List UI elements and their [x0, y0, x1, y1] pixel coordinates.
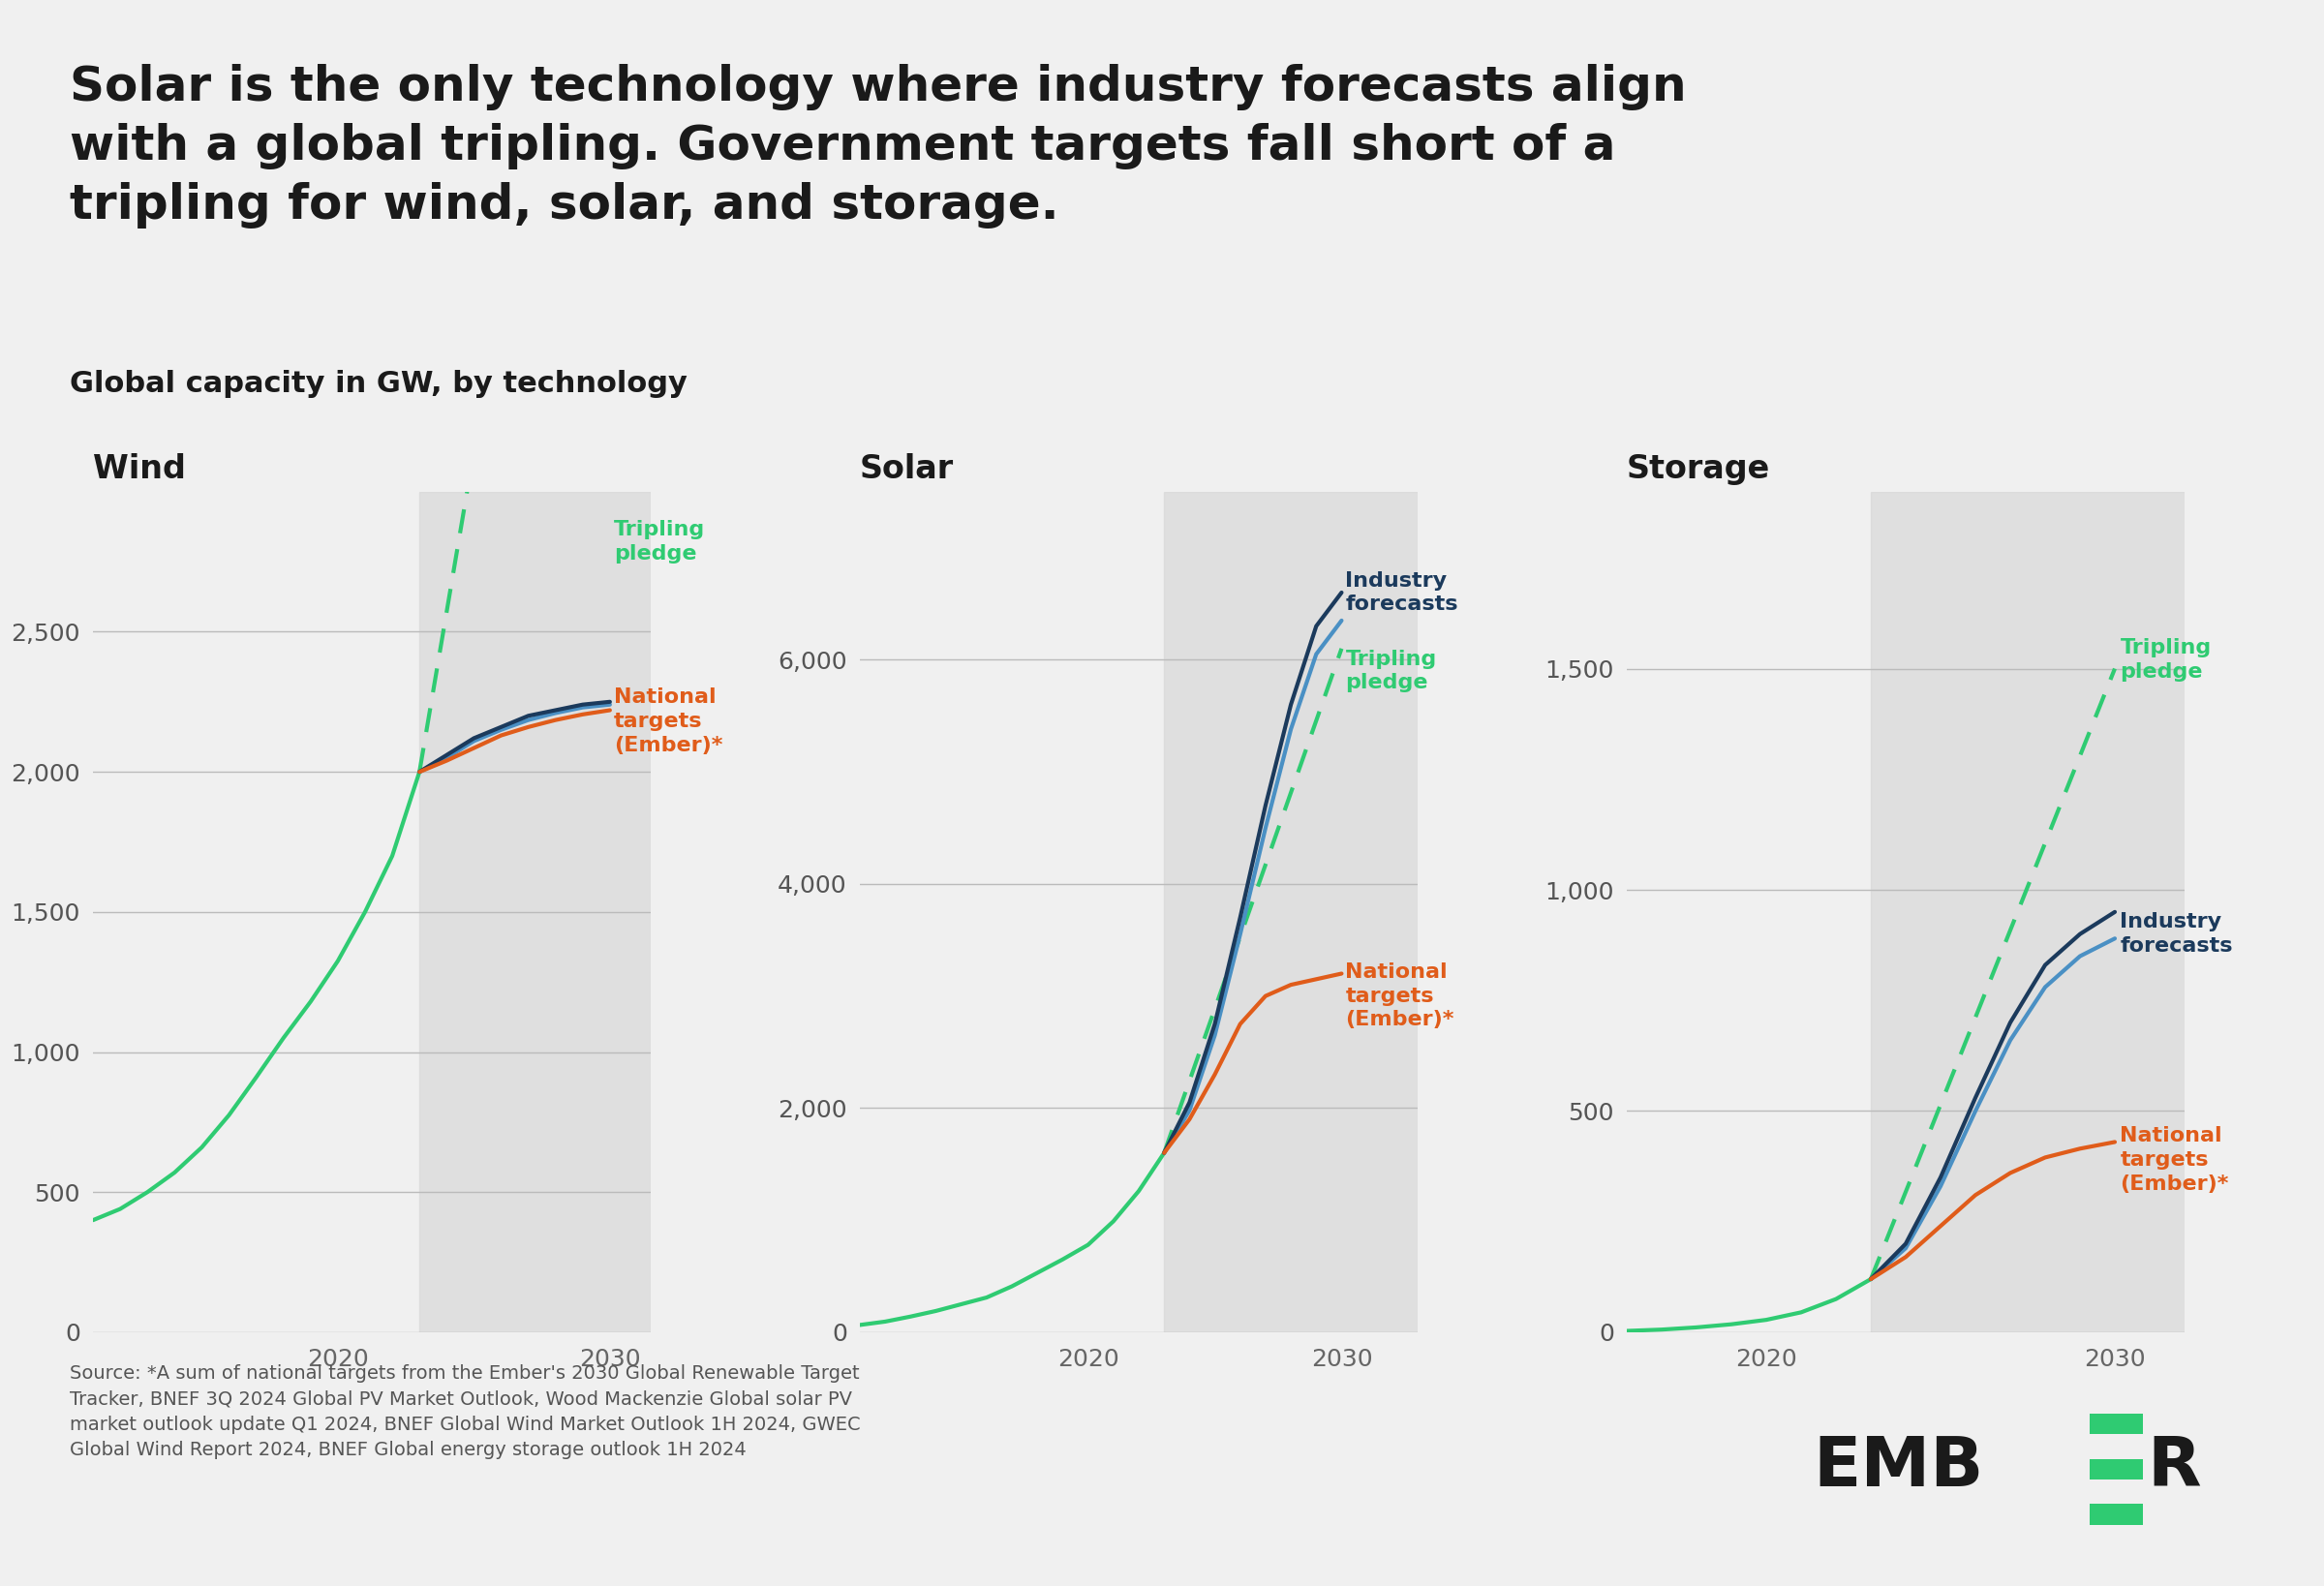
Text: R: R [2147, 1434, 2201, 1500]
Bar [1164, 492, 1418, 1332]
Text: National
targets
(Ember)*: National targets (Ember)* [2119, 1126, 2229, 1193]
Bar [418, 492, 651, 1332]
Text: Industry
forecasts: Industry forecasts [1346, 571, 1457, 614]
Text: National
targets
(Ember)*: National targets (Ember)* [1346, 963, 1455, 1029]
Text: Solar is the only technology where industry forecasts align
with a global tripli: Solar is the only technology where indus… [70, 63, 1687, 228]
Text: Solar: Solar [860, 454, 953, 485]
Text: National
targets
(Ember)*: National targets (Ember)* [614, 688, 723, 755]
Text: EMB: EMB [1813, 1434, 1982, 1500]
Text: Tripling
pledge: Tripling pledge [2119, 638, 2212, 682]
Text: Storage: Storage [1627, 454, 1771, 485]
Bar [2089, 1504, 2143, 1524]
Bar [2089, 1413, 2143, 1434]
Text: Global capacity in GW, by technology: Global capacity in GW, by technology [70, 370, 688, 398]
Text: Industry
forecasts: Industry forecasts [2119, 912, 2233, 956]
Bar [1871, 492, 2185, 1332]
Bar [2089, 1459, 2143, 1480]
Text: Tripling
pledge: Tripling pledge [1346, 649, 1436, 693]
Text: Source: *A sum of national targets from the Ember's 2030 Global Renewable Target: Source: *A sum of national targets from … [70, 1364, 860, 1459]
Text: Wind: Wind [93, 454, 186, 485]
Text: Tripling
pledge: Tripling pledge [614, 520, 704, 563]
